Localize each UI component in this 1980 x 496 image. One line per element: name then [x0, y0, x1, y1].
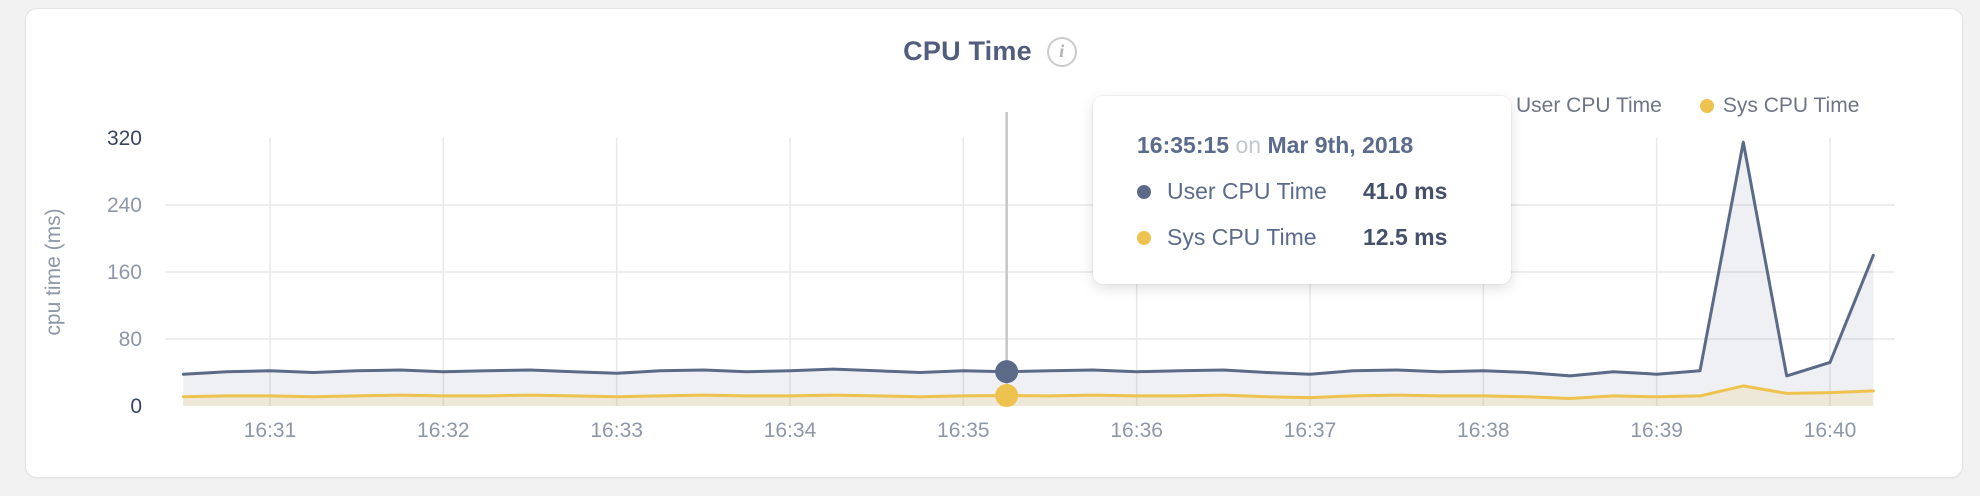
tooltip-dot-sys [1137, 230, 1151, 245]
y-tick-label: 80 [119, 328, 142, 351]
tooltip-connector: on [1235, 132, 1262, 158]
x-tick-label: 16:40 [1804, 419, 1857, 442]
tooltip-value-sys: 12.5 ms [1363, 224, 1448, 250]
x-tick-label: 16:32 [417, 419, 470, 442]
info-icon[interactable]: i [1046, 36, 1077, 67]
user-area [183, 142, 1874, 406]
legend-item-sys[interactable]: Sys CPU Time [1699, 94, 1860, 118]
tooltip-date: Mar 9th, 2018 [1267, 132, 1414, 158]
y-tick-label: 320 [107, 127, 142, 150]
legend-label-sys: Sys CPU Time [1722, 94, 1860, 117]
chart-tooltip: 16:35:15 on Mar 9th, 2018 User CPU Time … [1093, 96, 1511, 284]
hover-dot-sys [995, 384, 1019, 408]
x-tick-label: 16:33 [590, 419, 643, 442]
x-tick-label: 16:36 [1110, 419, 1163, 442]
chart-card [25, 8, 1963, 478]
x-tick-label: 16:37 [1284, 419, 1337, 442]
tooltip-dot-user [1137, 184, 1151, 199]
x-tick-label: 16:35 [937, 419, 990, 442]
legend-label-user: User CPU Time [1516, 94, 1662, 117]
y-tick-label: 0 [130, 395, 142, 418]
x-tick-label: 16:38 [1457, 419, 1510, 442]
tooltip-value-user: 41.0 ms [1363, 178, 1448, 204]
chart-title: CPU Time [903, 36, 1032, 66]
legend-dot-sys [1699, 99, 1714, 113]
x-tick-label: 16:31 [244, 419, 297, 442]
tooltip-row-user: User CPU Time 41.0 ms [1137, 178, 1511, 205]
x-tick-label: 16:34 [764, 419, 817, 442]
y-tick-label: 240 [107, 194, 142, 217]
chart-header: CPU Time i [0, 36, 1980, 67]
tooltip-label-sys: Sys CPU Time [1167, 224, 1317, 250]
user-line [181, 140, 1875, 378]
tooltip-row-sys: Sys CPU Time 12.5 ms [1137, 224, 1511, 251]
tooltip-time: 16:35:15 [1137, 132, 1230, 158]
tooltip-time-line: 16:35:15 on Mar 9th, 2018 [1137, 132, 1511, 159]
sys-line [181, 384, 1875, 400]
hover-dot-user [995, 360, 1019, 384]
y-tick-label: 160 [107, 261, 142, 284]
tooltip-label-user: User CPU Time [1167, 178, 1327, 204]
x-tick-label: 16:39 [1630, 419, 1683, 442]
